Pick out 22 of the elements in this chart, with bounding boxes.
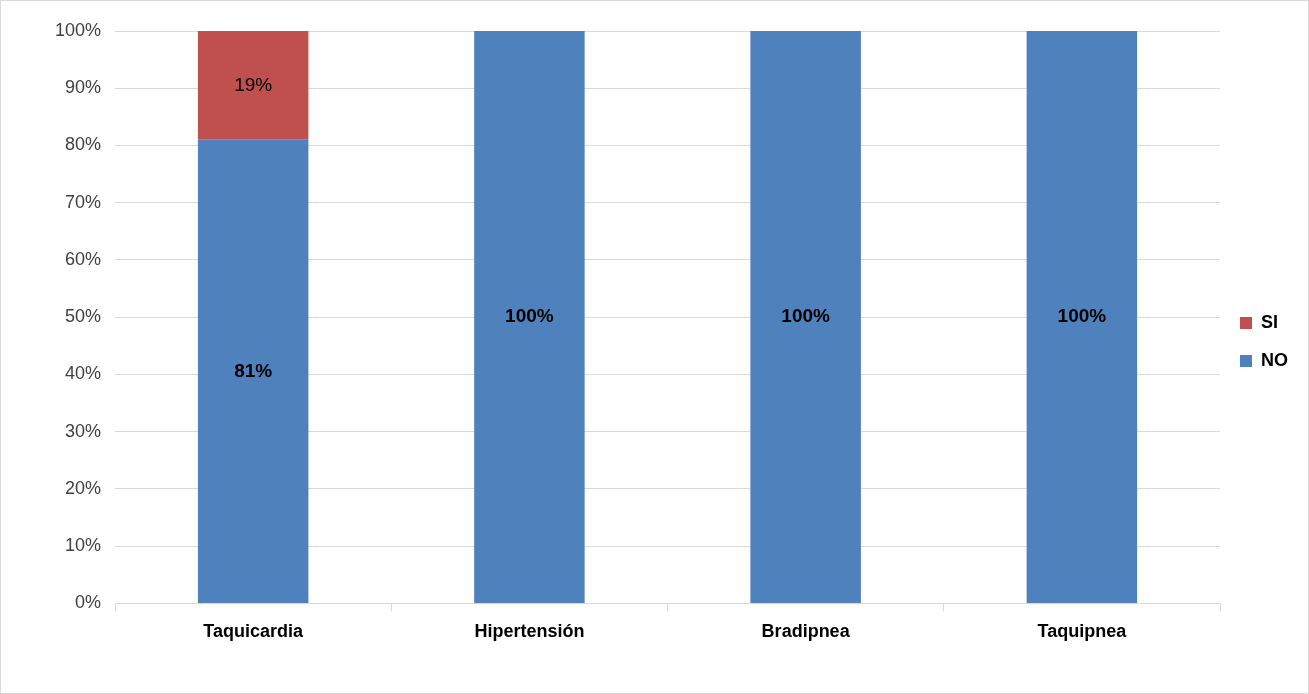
y-tick-label: 90% <box>65 77 102 98</box>
y-tick-label: 50% <box>65 306 102 327</box>
data-label: 100% <box>781 305 831 327</box>
y-tick-label: 80% <box>65 134 102 155</box>
x-tick-label: Taquipnea <box>1037 621 1128 642</box>
data-label: 19% <box>234 73 273 95</box>
data-label: 81% <box>234 359 273 381</box>
y-tick-label: 100% <box>54 19 102 40</box>
data-label: 100% <box>1057 305 1107 327</box>
data-label: 100% <box>505 305 554 327</box>
y-tick-label: 60% <box>65 248 102 269</box>
y-tick-label: 10% <box>65 535 102 556</box>
x-tick-label: Bradipnea <box>761 621 851 642</box>
y-tick-label: 70% <box>65 191 102 212</box>
legend-label: NO <box>1261 349 1288 370</box>
legend-label: SI <box>1261 311 1279 332</box>
y-tick-label: 30% <box>65 420 102 441</box>
x-tick-label: Hipertensión <box>474 621 585 642</box>
y-tick-label: 20% <box>65 477 102 498</box>
y-tick-label: 0% <box>75 592 102 613</box>
x-tick-label: Taquicardia <box>203 621 304 642</box>
y-tick-label: 40% <box>65 363 102 384</box>
